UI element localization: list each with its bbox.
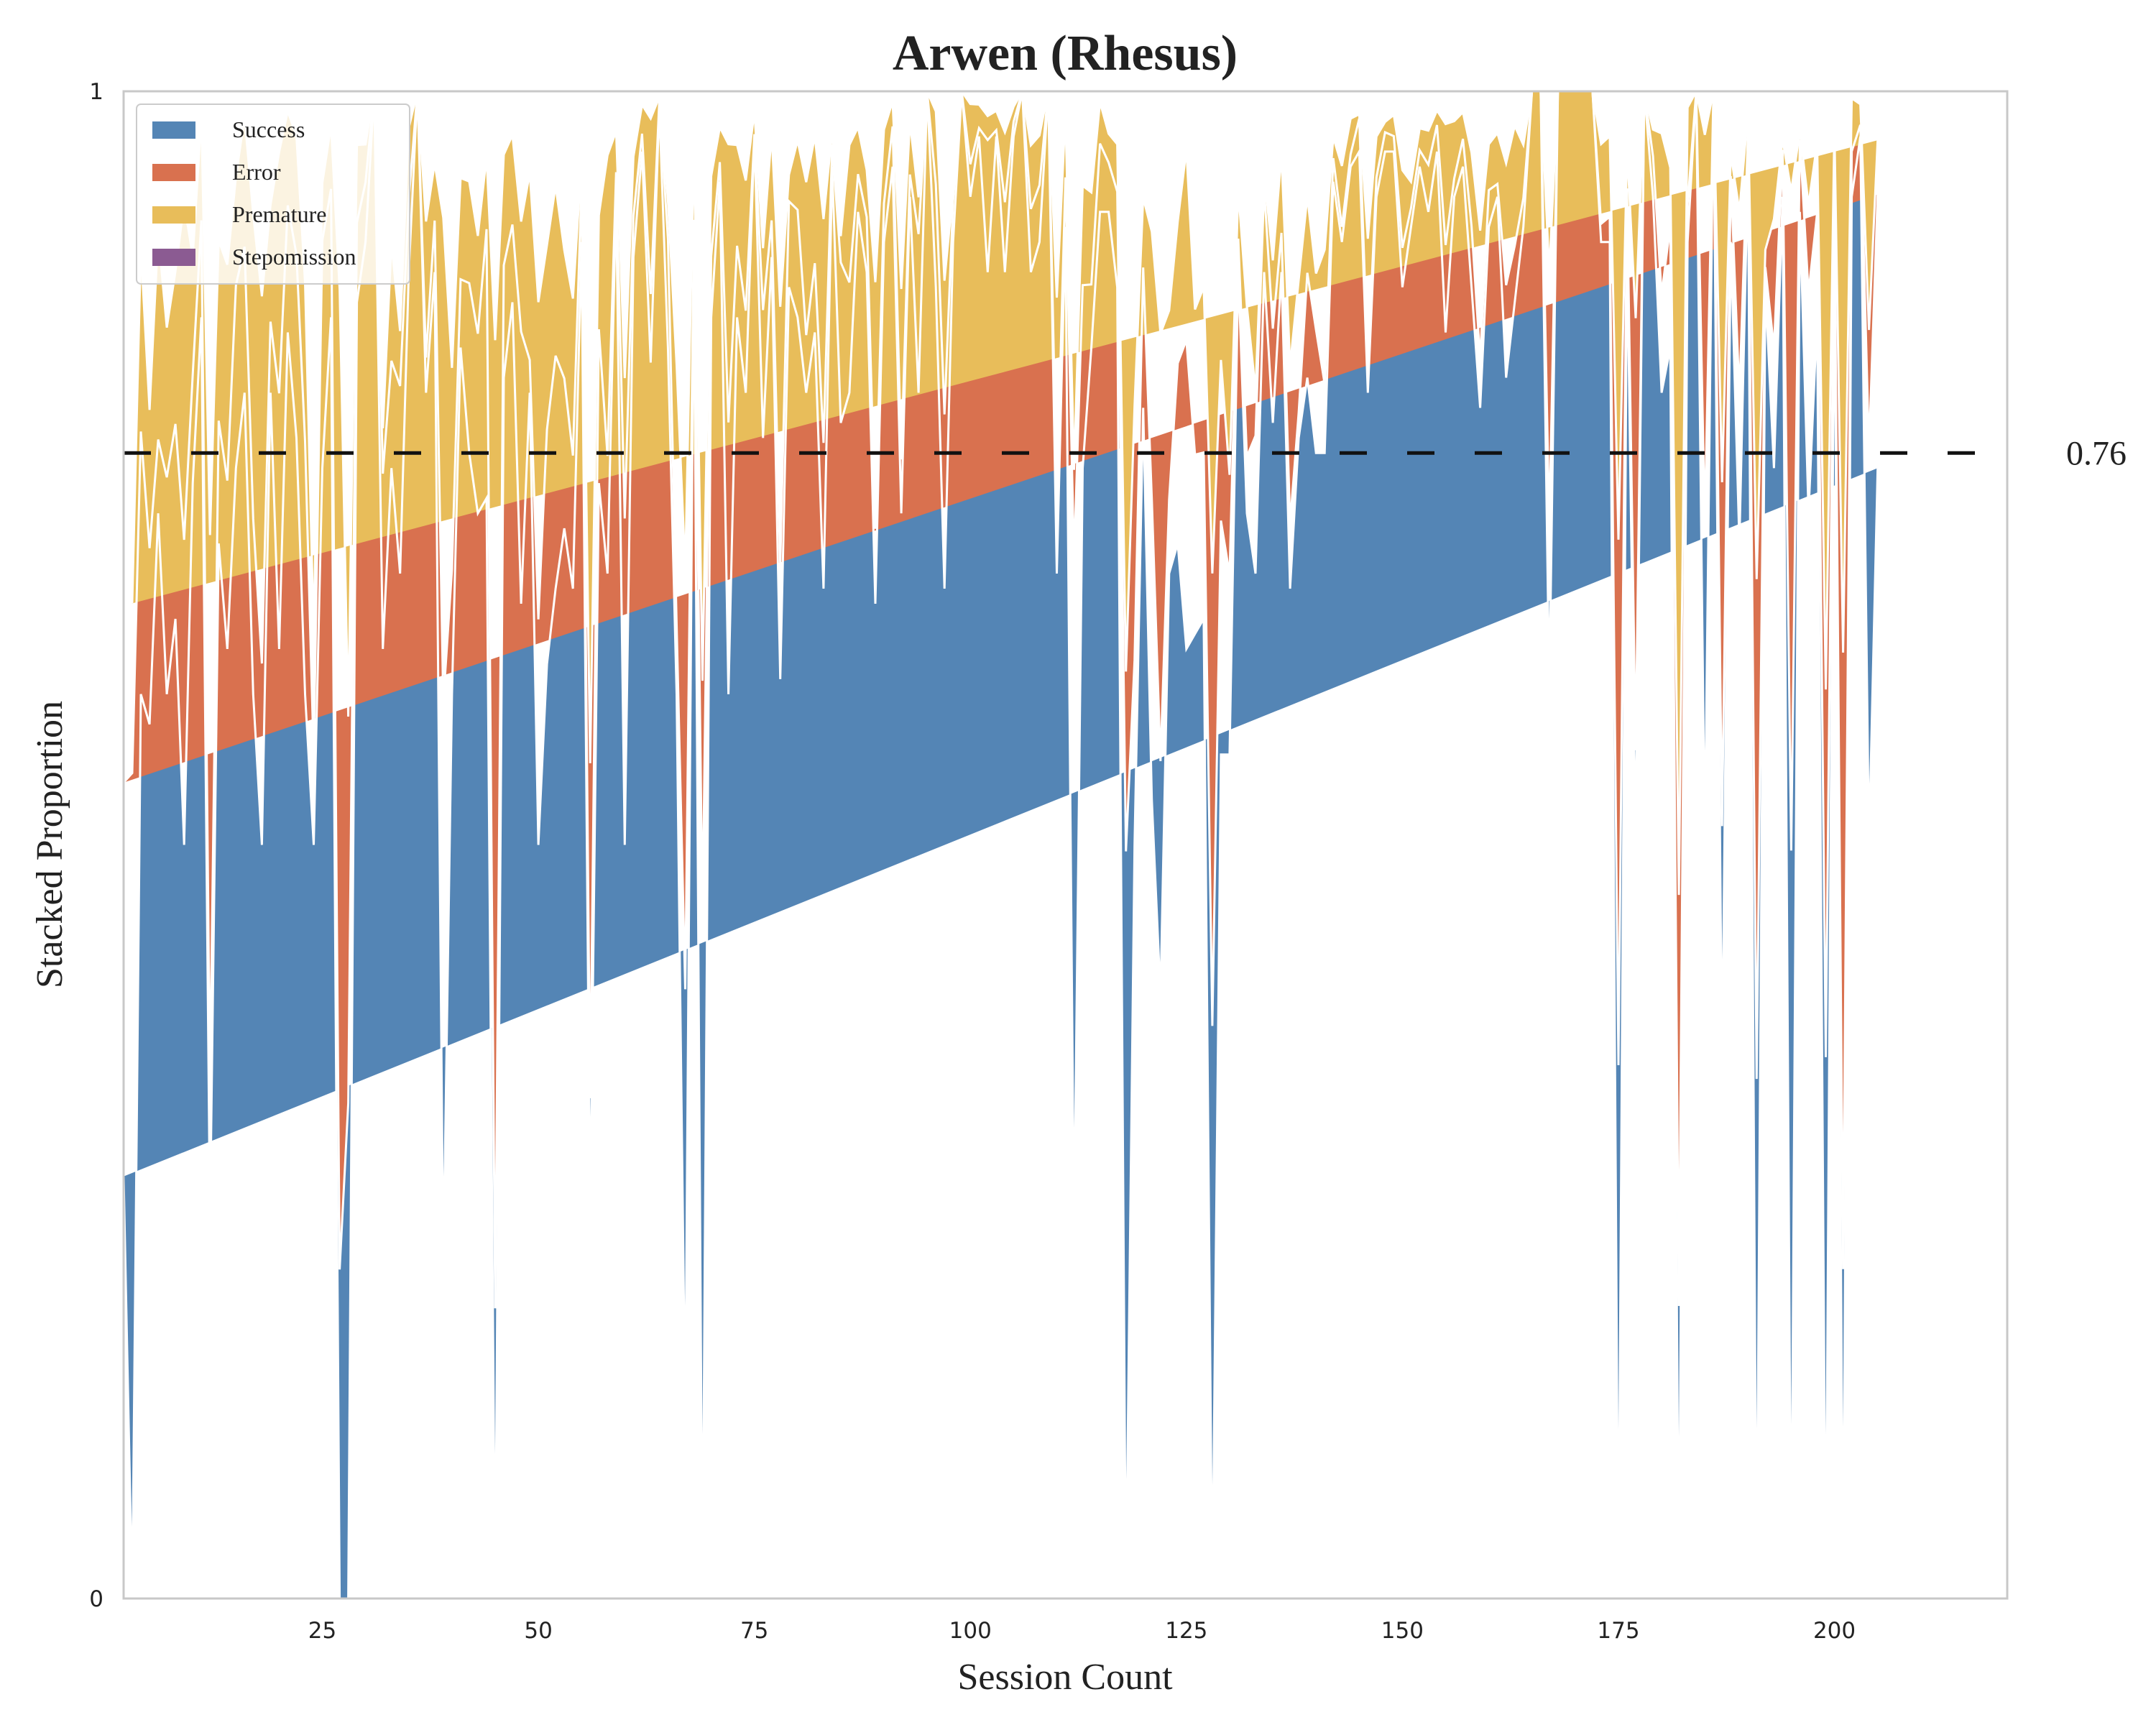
y-tick-label: 0 <box>89 1586 103 1612</box>
legend-swatch-stepomission <box>152 249 195 266</box>
reference-line-group: 0.76 <box>124 434 2127 472</box>
area-layers <box>122 88 1879 1600</box>
x-tick-label: 200 <box>1813 1618 1856 1644</box>
x-tick-label: 125 <box>1165 1618 1207 1644</box>
legend-label-success: Success <box>232 116 305 142</box>
x-tick-label: 100 <box>949 1618 992 1644</box>
x-tick-label: 150 <box>1381 1618 1424 1644</box>
x-tick-labels: 25 50 75 100 125 150 175 200 <box>308 1618 1856 1644</box>
x-tick-label: 75 <box>740 1618 768 1644</box>
x-tick-label: 50 <box>524 1618 552 1644</box>
area-premature <box>124 91 1878 896</box>
y-tick-labels: 01 <box>89 79 103 1612</box>
legend-label-premature: Premature <box>232 201 327 227</box>
y-tick-label: 1 <box>89 79 103 105</box>
legend-swatch-error <box>152 164 195 181</box>
reference-line-label: 0.76 <box>2066 434 2127 472</box>
legend-swatch-premature <box>152 206 195 224</box>
plot-frame <box>122 90 2009 1600</box>
legend-label-error: Error <box>232 159 281 185</box>
legend-box <box>136 104 410 285</box>
legend: Success Error Premature Stepomission <box>136 104 410 285</box>
y-axis-label: Stacked Proportion <box>29 701 70 988</box>
legend-label-stepomission: Stepomission <box>232 244 356 270</box>
x-tick-label: 175 <box>1597 1618 1639 1644</box>
area-success <box>124 91 1878 1598</box>
x-tick-label: 25 <box>308 1618 336 1644</box>
chart-title: Arwen (Rhesus) <box>893 26 1238 81</box>
x-axis-label: Session Count <box>957 1657 1173 1698</box>
legend-swatch-success <box>152 121 195 139</box>
